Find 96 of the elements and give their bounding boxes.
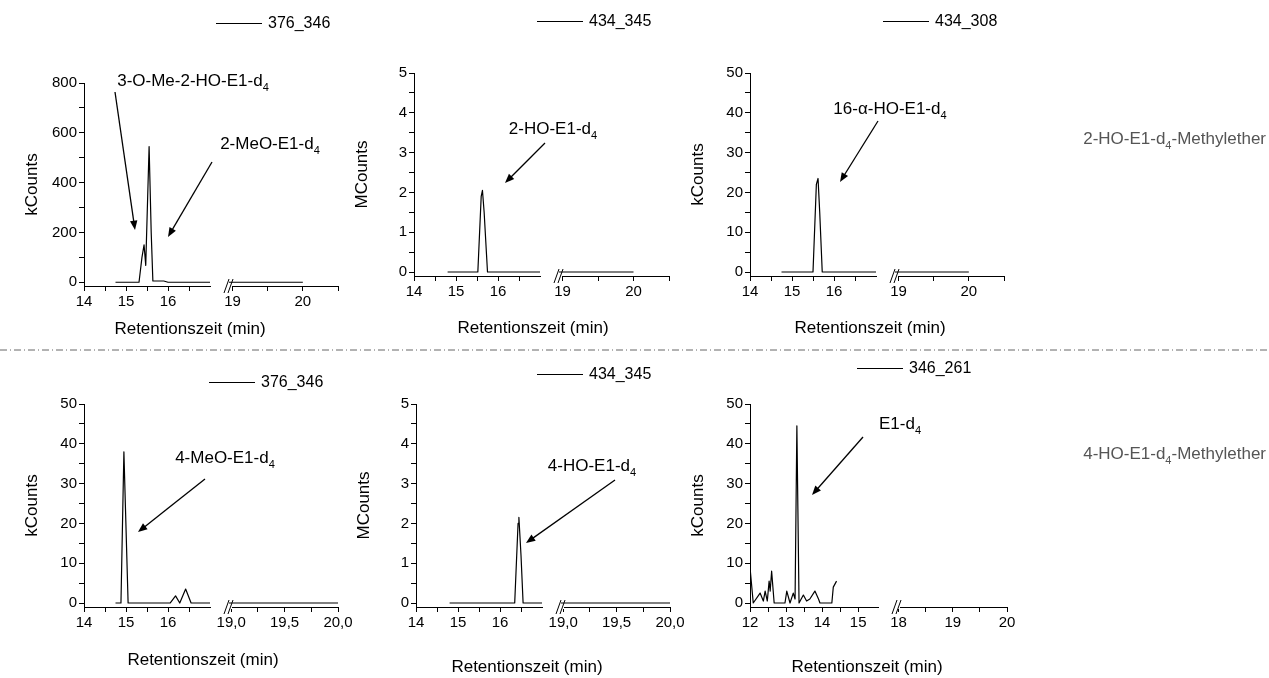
x-tick-label: 15 — [783, 282, 801, 300]
y-tick-label: 0 — [734, 593, 743, 611]
legend-label: 434_308 — [935, 12, 998, 30]
y-tick-label: 50 — [726, 394, 743, 412]
y-tick-label: 1 — [398, 222, 407, 240]
x-tick-label: 14 — [405, 282, 423, 300]
y-tick-label: 2 — [400, 513, 409, 531]
annotation: 2-MeO-E1-d$_{4}$ — [220, 134, 320, 156]
x-tick-label: 19 — [224, 292, 241, 310]
annotation: 3-O-Me-2-HO-E1-d$_{4}$ — [117, 71, 269, 93]
y-axis-title: kCounts — [687, 474, 707, 537]
x-tick-label: 15 — [447, 282, 465, 300]
y-tick-label: 10 — [726, 553, 743, 571]
y-axis-title: MCounts — [351, 140, 371, 209]
annotation: 4-MeO-E1-d$_{4}$ — [175, 448, 275, 470]
annotation: 2-HO-E1-d$_{4}$ — [508, 119, 598, 141]
y-tick-label: 200 — [51, 222, 77, 240]
legend-label: 376_346 — [261, 373, 324, 391]
x-tick-label: 14 — [813, 613, 831, 631]
y-tick-label: 20 — [726, 513, 743, 531]
x-tick-label: 16 — [489, 282, 507, 300]
y-tick-label: 600 — [51, 122, 77, 140]
y-tick-label: 10 — [60, 553, 77, 571]
y-tick-label: 3 — [400, 473, 409, 491]
x-tick-label: 18 — [890, 613, 907, 631]
y-tick-label: 0 — [400, 593, 409, 611]
x-tick-label: 19,0 — [548, 613, 578, 631]
y-tick-label: 3 — [398, 142, 407, 160]
x-tick-label: 16 — [825, 282, 843, 300]
x-tick-label: 20,0 — [655, 613, 685, 631]
x-tick-label: 19,5 — [601, 613, 632, 631]
y-tick-label: 2 — [398, 182, 407, 200]
y-axis-title: kCounts — [21, 153, 41, 216]
x-tick-label: 14 — [75, 613, 93, 631]
legend-label: 434_345 — [589, 12, 652, 30]
x-tick-label: 20 — [294, 292, 312, 310]
x-axis-title: Retentionszeit (min) — [451, 657, 603, 677]
x-tick-label: 14 — [75, 292, 93, 310]
x-tick-label: 14 — [407, 613, 425, 631]
y-tick-label: 5 — [400, 394, 409, 412]
x-axis-title: Retentionszeit (min) — [794, 318, 946, 338]
y-tick-label: 30 — [60, 473, 77, 491]
x-tick-label: 16 — [491, 613, 509, 631]
x-tick-label: 19 — [944, 613, 962, 631]
y-tick-label: 0 — [734, 262, 743, 280]
y-tick-label: 4 — [398, 102, 407, 120]
x-tick-label: 15 — [849, 613, 867, 631]
y-axis-title: kCounts — [687, 143, 707, 206]
x-tick-label: 15 — [117, 292, 135, 310]
x-axis-title: Retentionszeit (min) — [457, 318, 609, 338]
x-axis-title: Retentionszeit (min) — [791, 657, 943, 677]
x-tick-label: 12 — [741, 613, 759, 631]
y-tick-label: 0 — [68, 272, 77, 290]
x-tick-label: 16 — [159, 292, 177, 310]
x-tick-label: 19,5 — [269, 613, 300, 631]
y-tick-label: 0 — [398, 262, 407, 280]
y-tick-label: 800 — [51, 73, 77, 91]
y-tick-label: 30 — [726, 473, 743, 491]
y-tick-label: 20 — [726, 182, 743, 200]
y-tick-label: 40 — [726, 433, 743, 451]
legend-label: 376_346 — [268, 14, 331, 32]
x-tick-label: 16 — [159, 613, 177, 631]
y-tick-label: 30 — [726, 142, 743, 160]
legend-label: 346_261 — [909, 359, 972, 377]
y-tick-label: 40 — [60, 433, 77, 451]
x-tick-label: 20 — [998, 613, 1016, 631]
y-tick-label: 4 — [400, 433, 409, 451]
x-tick-label: 15 — [449, 613, 467, 631]
x-tick-label: 14 — [741, 282, 759, 300]
y-tick-label: 40 — [726, 102, 743, 120]
y-axis-title: MCounts — [353, 471, 373, 540]
x-tick-label: 13 — [777, 613, 795, 631]
y-tick-label: 20 — [60, 513, 77, 531]
y-tick-label: 1 — [400, 553, 409, 571]
y-axis-title: kCounts — [21, 474, 41, 537]
text: 4-HO-E1-d$_{4}$-Methylether — [1083, 444, 1266, 466]
x-tick-label: 20 — [625, 282, 642, 300]
y-tick-label: 0 — [68, 593, 77, 611]
x-tick-label: 19 — [890, 282, 907, 300]
text: 2-HO-E1-d$_{4}$-Methylether — [1083, 129, 1266, 151]
legend-label: 434_345 — [589, 365, 652, 383]
y-tick-label: 10 — [726, 222, 743, 240]
annotation: 4-HO-E1-d$_{4}$ — [547, 456, 637, 478]
x-axis-title: Retentionszeit (min) — [114, 319, 266, 339]
annotation: 16-α-HO-E1-d$_{4}$ — [833, 99, 947, 121]
y-tick-label: 50 — [60, 394, 77, 412]
x-tick-label: 15 — [117, 613, 135, 631]
y-tick-label: 50 — [726, 63, 743, 81]
x-tick-label: 19 — [554, 282, 571, 300]
x-tick-label: 20,0 — [323, 613, 353, 631]
x-axis-title: Retentionszeit (min) — [127, 650, 279, 670]
annotation: E1-d$_{4}$ — [878, 414, 922, 436]
x-tick-label: 20 — [960, 282, 978, 300]
y-tick-label: 400 — [51, 172, 77, 190]
y-tick-label: 5 — [398, 63, 407, 81]
x-tick-label: 19,0 — [216, 613, 246, 631]
